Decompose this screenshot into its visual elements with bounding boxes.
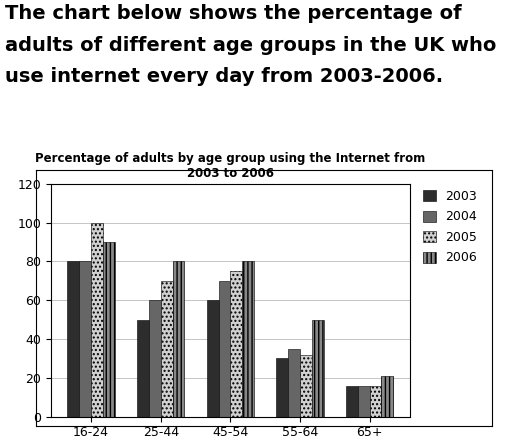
- Bar: [312, 319, 324, 417]
- Bar: [79, 261, 91, 417]
- Bar: [230, 271, 242, 417]
- Bar: [91, 223, 103, 417]
- Bar: [161, 281, 173, 417]
- Bar: [242, 261, 254, 417]
- Bar: [288, 349, 300, 417]
- Title: Percentage of adults by age group using the Internet from
2003 to 2006: Percentage of adults by age group using …: [35, 152, 425, 180]
- Bar: [137, 319, 149, 417]
- Bar: [358, 386, 370, 417]
- Bar: [276, 358, 288, 417]
- Bar: [300, 354, 312, 417]
- Bar: [68, 261, 79, 417]
- Text: use internet every day from 2003-2006.: use internet every day from 2003-2006.: [5, 67, 443, 86]
- Text: The chart below shows the percentage of: The chart below shows the percentage of: [5, 4, 462, 23]
- Bar: [370, 386, 381, 417]
- Bar: [103, 242, 115, 417]
- Bar: [173, 261, 184, 417]
- Legend: 2003, 2004, 2005, 2006: 2003, 2004, 2005, 2006: [423, 190, 477, 264]
- Text: adults of different age groups in the UK who: adults of different age groups in the UK…: [5, 36, 497, 55]
- Bar: [219, 281, 230, 417]
- Bar: [346, 386, 358, 417]
- Bar: [207, 300, 219, 417]
- Bar: [381, 376, 393, 417]
- Bar: [149, 300, 161, 417]
